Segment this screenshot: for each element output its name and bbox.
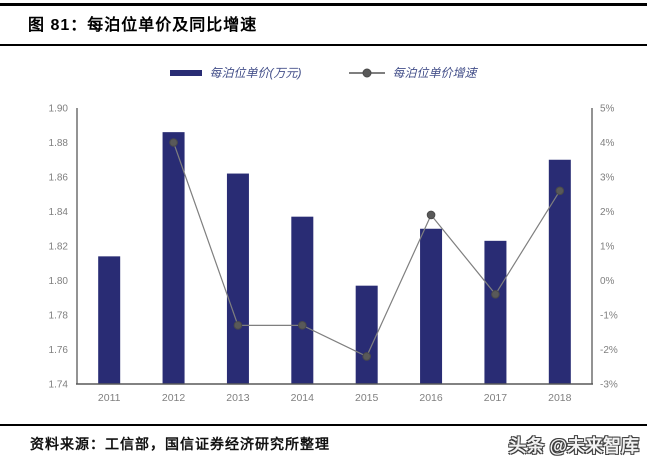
footer-rule	[0, 424, 647, 426]
combo-chart: 1.90 1.88 1.86 1.84 1.82 1.80 1.78 1.76 1.74 5% 4%…	[49, 104, 618, 405]
left-axis-tick-label: 1.84	[49, 207, 69, 218]
left-axis-tick-label: 1.78	[49, 311, 69, 322]
right-axis-tick-label: 5%	[600, 104, 615, 115]
bar-2018	[548, 159, 571, 384]
x-axis-label-2011: 2011	[98, 392, 121, 404]
right-axis-tick-label: 2%	[600, 207, 615, 218]
bar-2012	[162, 132, 185, 384]
x-axis-label-2018: 2018	[548, 392, 572, 404]
left-axis-tick-label: 1.86	[49, 173, 69, 184]
right-axis-tick-label: 4%	[600, 138, 615, 149]
x-axis-label-2017: 2017	[484, 392, 508, 404]
chart-legend: 每泊位单价(万元) 每泊位单价增速	[0, 64, 647, 81]
right-axis-tick-label: -2%	[600, 345, 618, 356]
line-marker-icon	[362, 68, 372, 77]
left-axis-tick-label: 1.80	[49, 276, 69, 287]
x-axis-label-2015: 2015	[355, 392, 379, 404]
title-top-rule	[0, 3, 647, 6]
bar-series-swatch	[170, 69, 203, 76]
x-axis-label-2014: 2014	[291, 392, 315, 404]
source-note: 资料来源：工信部，国信证券经济研究所整理	[30, 436, 330, 452]
left-axis-tick-label: 1.90	[49, 104, 69, 115]
bar-2014	[291, 216, 314, 384]
watermark: 头条 @未来智库	[508, 436, 639, 456]
figure-title: 图 81：每泊位单价及同比增速	[28, 17, 258, 34]
growth-point-2015	[362, 352, 371, 361]
bar-2011	[98, 256, 121, 384]
legend-item-growth: 每泊位单价增速	[349, 64, 477, 81]
growth-point-2012	[169, 138, 178, 147]
growth-point-2013	[233, 321, 243, 330]
right-axis-tick-label: 3%	[600, 173, 615, 184]
right-axis-tick-label: 0%	[600, 276, 615, 287]
legend-item-unit-price: 每泊位单价(万元)	[170, 64, 301, 81]
left-axis-tick-label: 1.76	[49, 345, 69, 356]
right-axis-tick-label: 1%	[600, 242, 615, 253]
right-axis-tick-label: -3%	[600, 380, 618, 391]
growth-point-2014	[298, 321, 307, 330]
growth-point-2016	[426, 210, 436, 220]
title-bottom-rule	[0, 44, 647, 46]
x-axis-label-2016: 2016	[419, 392, 443, 404]
legend-label-growth: 每泊位单价增速	[392, 66, 477, 80]
left-axis-tick-label: 1.82	[49, 242, 69, 253]
bar-2017	[484, 240, 507, 384]
bar-2013	[226, 173, 249, 384]
x-axis-label-2012: 2012	[162, 392, 186, 404]
growth-point-2018	[555, 186, 565, 196]
line-series-swatch	[349, 68, 386, 77]
bar-2015	[355, 285, 378, 384]
growth-point-2017	[491, 290, 500, 299]
left-axis-tick-label: 1.88	[49, 138, 69, 149]
right-axis-tick-label: -1%	[600, 311, 618, 322]
x-axis-label-2013: 2013	[226, 392, 250, 404]
legend-label-unit-price: 每泊位单价(万元)	[209, 66, 302, 80]
left-axis-tick-label: 1.74	[49, 380, 69, 391]
bar-2016	[420, 228, 443, 384]
